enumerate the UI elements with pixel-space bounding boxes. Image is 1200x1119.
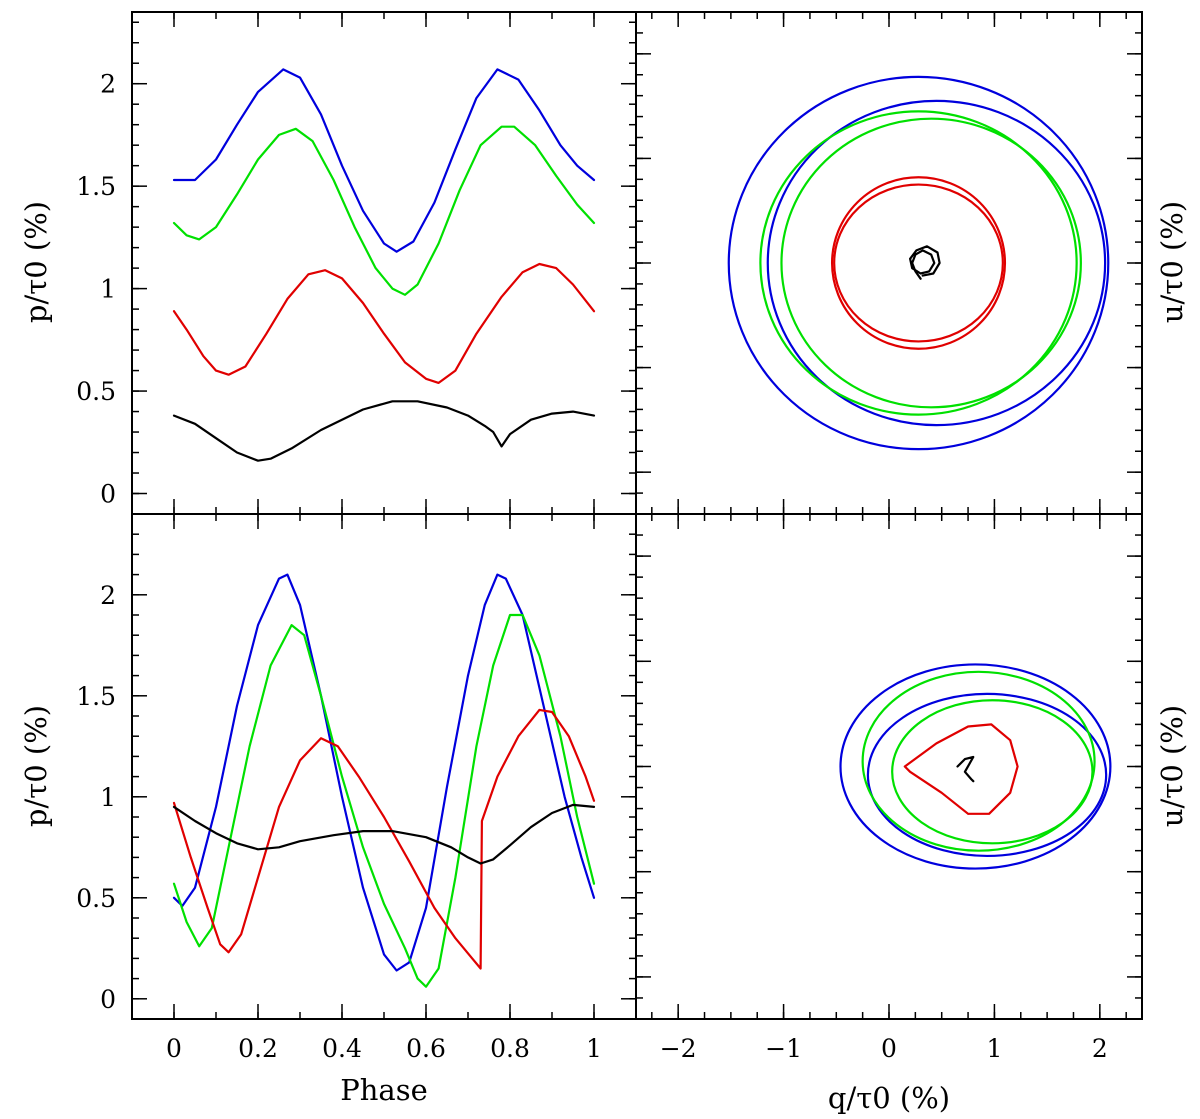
xlabel-bottom-left: Phase [340, 1073, 428, 1107]
x-tick-label: 0.2 [238, 1034, 278, 1063]
y-tick-label: 0.5 [76, 884, 116, 913]
series-black-line [956, 755, 975, 783]
panel-phase-top: 0 0.5 1 1.5 2 [76, 12, 637, 515]
series-red-line [903, 723, 1019, 815]
series-red-line [172, 708, 596, 970]
x-tick-label: −1 [765, 1034, 802, 1063]
x-tick-label: 1 [586, 1034, 602, 1063]
panel-qu-top [636, 11, 1142, 514]
x-tick-label: 0.6 [406, 1034, 446, 1063]
y-tick-label: 1 [100, 783, 116, 812]
y-tick-label: 0.5 [76, 377, 116, 406]
x-tick-label: −2 [660, 1034, 697, 1063]
panel-frame [635, 11, 1143, 515]
panel-phase-bottom: 0 0.2 0.4 0.6 0.8 1 0 0.5 1 1.5 2 [76, 513, 637, 1063]
panel-frame [635, 513, 1143, 1020]
series-blue-ellipse [866, 692, 1108, 858]
x-tick-label: 0 [166, 1034, 182, 1063]
series-red-line [172, 262, 596, 384]
y-tick-label: 1.5 [76, 172, 116, 201]
series-green-ellipse [861, 670, 1096, 852]
series-black-line [172, 803, 596, 865]
x-tick-label: 0.8 [490, 1034, 530, 1063]
series-green-ellipse [780, 117, 1082, 409]
axis-labels: p/τ0 (%) p/τ0 (%) u/τ0 (%) u/τ0 (%) Phas… [19, 201, 1189, 1115]
ylabel-top-right: u/τ0 (%) [1155, 201, 1189, 323]
series-green-line [172, 613, 596, 988]
series-red-ellipse [833, 183, 1004, 343]
series-black-line [909, 245, 941, 280]
x-tick-label: 1 [986, 1034, 1002, 1063]
y-tick-label: 2 [100, 581, 116, 610]
ylabel-top-left: p/τ0 (%) [19, 201, 53, 323]
x-tick-label: 0 [881, 1034, 897, 1063]
y-tick-label: 2 [100, 70, 116, 99]
series-green-ellipse [759, 110, 1078, 416]
x-tick-label: 0.4 [322, 1034, 362, 1063]
series-blue-ellipse [839, 663, 1112, 870]
y-tick-label: 1 [100, 275, 116, 304]
panel-qu-bottom: −2 −1 0 1 2 [636, 513, 1142, 1063]
xlabel-bottom-right: q/τ0 (%) [828, 1081, 950, 1115]
series-blue-line [172, 68, 596, 253]
series-green-ellipse [891, 699, 1094, 845]
y-tick-label: 1.5 [76, 682, 116, 711]
ylabel-bottom-left: p/τ0 (%) [19, 705, 53, 827]
series-red-ellipse [830, 176, 1007, 350]
y-tick-label: 0 [100, 985, 116, 1014]
series-green-line [172, 125, 596, 296]
x-tick-label: 2 [1092, 1034, 1108, 1063]
y-tick-label: 0 [100, 480, 116, 509]
series-blue-ellipse [727, 75, 1110, 451]
panel-frame [131, 513, 637, 1020]
series-blue-ellipse [766, 99, 1107, 427]
series-blue-line [172, 573, 596, 972]
series-black-line [172, 400, 596, 462]
panel-frames [131, 11, 1143, 1020]
panel-frame [131, 11, 637, 515]
ylabel-bottom-right: u/τ0 (%) [1155, 705, 1189, 827]
